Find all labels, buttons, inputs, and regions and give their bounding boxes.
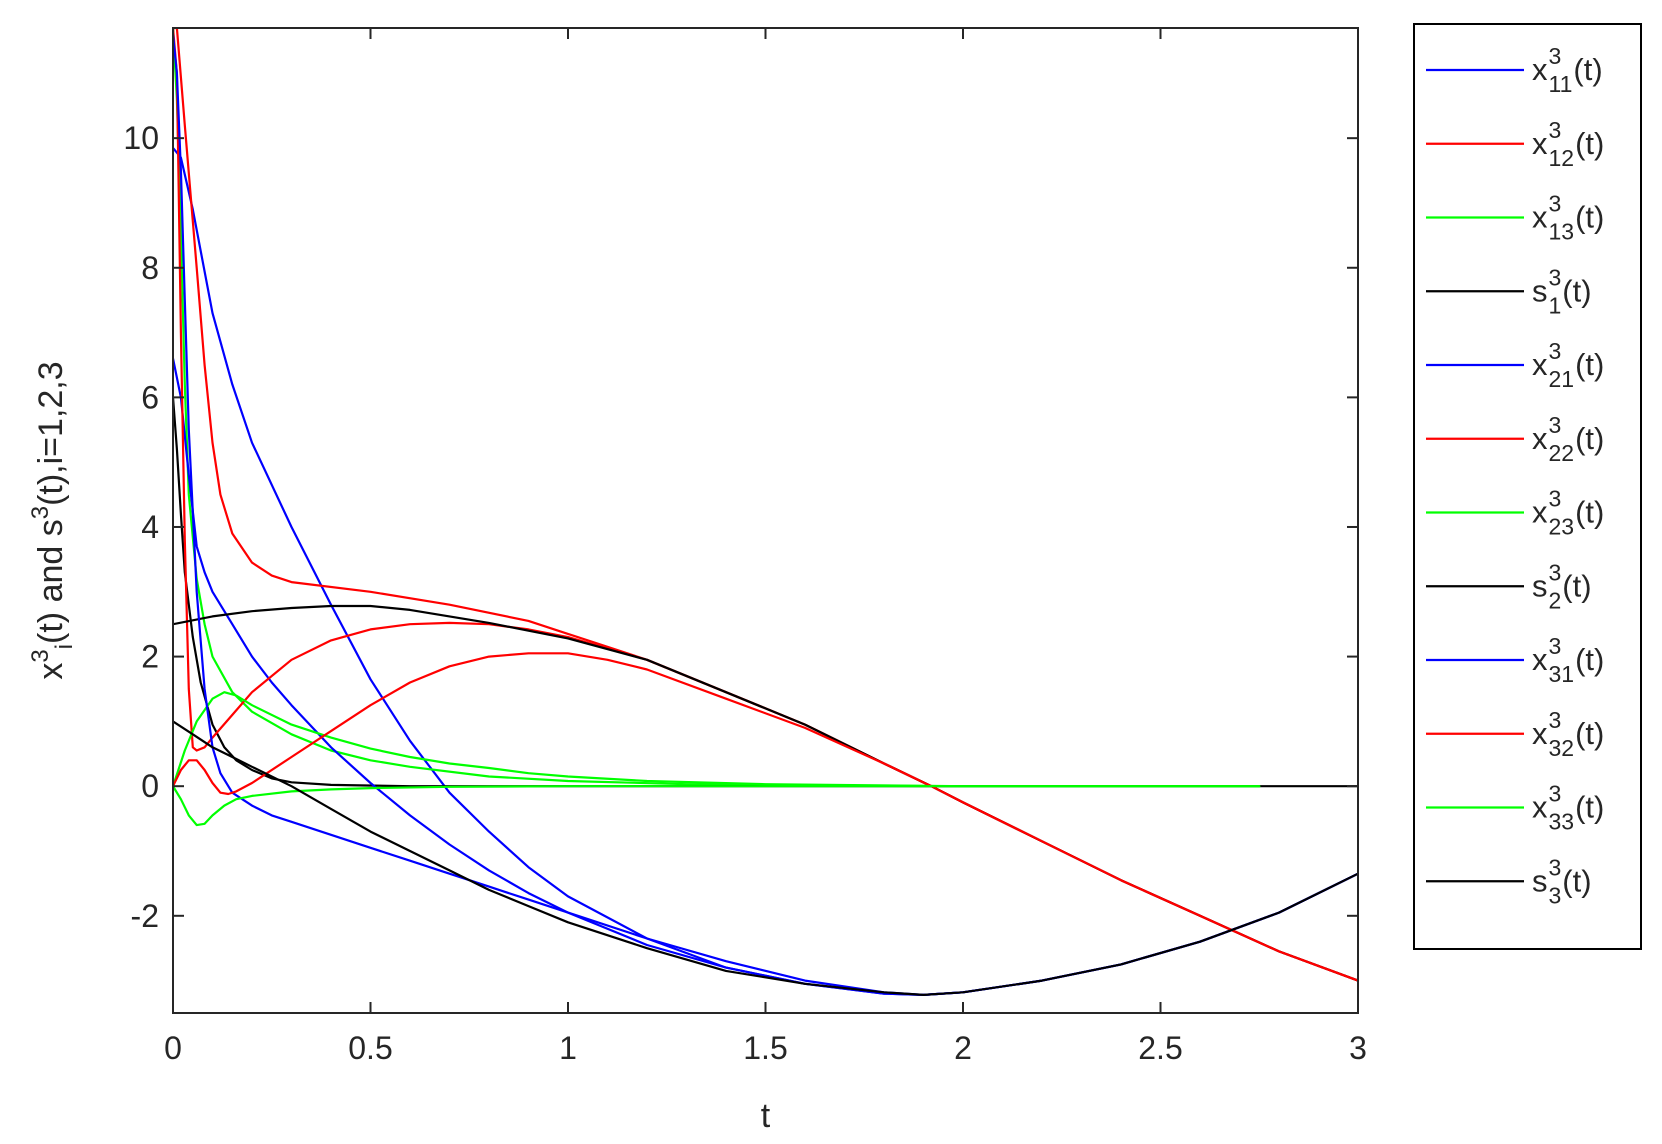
legend-label-sup: 3 [1549, 338, 1562, 364]
legend-label-sub: 2 [1549, 587, 1562, 613]
legend-label-sub: 33 [1549, 809, 1575, 835]
legend-label: x [1532, 52, 1548, 87]
series-line-x-33 [173, 785, 1261, 827]
legend-label-suffix: (t) [1575, 126, 1604, 161]
legend-label-suffix: (t) [1575, 200, 1604, 235]
legend-label: x [1532, 495, 1548, 530]
y-tick-label: 0 [141, 768, 159, 804]
legend-box [1413, 23, 1642, 950]
legend-item: x 312 (t) [1426, 117, 1604, 171]
legend-label-sub: 21 [1549, 366, 1575, 392]
y-label-part: (t) and s [32, 519, 70, 644]
legend-label-sup: 3 [1549, 559, 1562, 585]
y-tick-label: 8 [141, 250, 159, 286]
legend-item: x 323 (t) [1426, 486, 1604, 540]
legend-label: x [1532, 126, 1548, 161]
legend-label-sup: 3 [1549, 191, 1562, 217]
x-axis-label: t [761, 1097, 771, 1135]
legend-items: x 311 (t)x 312 (t)x 313 (t)s 31 (t)x 321 (t)x 322 (t… [1426, 43, 1604, 908]
legend-label-sub: 22 [1549, 440, 1575, 466]
legend-item: x 321 (t) [1426, 338, 1604, 392]
y-axis-label: x3i(t) and s3(t),i=1,2,3 [27, 361, 78, 679]
x-tick-label: 0.5 [348, 1030, 392, 1066]
legend-label: s [1532, 273, 1548, 308]
y-label-part: (t),i=1,2,3 [32, 361, 70, 506]
legend-label-suffix: (t) [1575, 421, 1604, 456]
legend-label-sub: 1 [1549, 292, 1562, 318]
plot-area: 0 0.5 1 1.5 2 2.5 3 -2 0 2 4 6 8 10 [123, 27, 1367, 1066]
legend-label-suffix: (t) [1575, 716, 1604, 751]
y-tick-label: 4 [141, 509, 159, 545]
y-tick-label: 2 [141, 639, 159, 675]
legend-item: x 313 (t) [1426, 191, 1604, 245]
x-tick-label: 2.5 [1138, 1030, 1182, 1066]
y-axis-ticks: -2 0 2 4 6 8 10 [123, 120, 1358, 934]
legend-label-suffix: (t) [1575, 347, 1604, 382]
legend-label: x [1532, 200, 1548, 235]
axes-box [172, 27, 1359, 1014]
legend-label-suffix: (t) [1575, 790, 1604, 825]
legend-label-sub: 32 [1549, 735, 1575, 761]
legend-item: s 31 (t) [1426, 264, 1592, 318]
x-tick-label: 2 [954, 1030, 972, 1066]
legend-label-sup: 3 [1549, 264, 1562, 290]
legend-label-sub: 23 [1549, 514, 1575, 540]
legend-item: x 333 (t) [1426, 781, 1604, 835]
legend-label-sup: 3 [1549, 781, 1562, 807]
legend-label-sub: 13 [1549, 219, 1575, 245]
legend-label: x [1532, 421, 1548, 456]
legend-label-suffix: (t) [1562, 568, 1591, 603]
legend-label-sub: 3 [1549, 882, 1562, 908]
x-axis-ticks: 0 0.5 1 1.5 2 2.5 3 [164, 28, 1367, 1066]
legend: x 311 (t)x 312 (t)x 313 (t)s 31 (t)x 321 (t)x 322 (t… [1413, 23, 1642, 950]
legend-label: x [1532, 790, 1548, 825]
legend-label-suffix: (t) [1575, 642, 1604, 677]
legend-label-sub: 31 [1549, 661, 1575, 687]
series-line-x-13 [173, 28, 1261, 788]
legend-label-suffix: (t) [1575, 495, 1604, 530]
legend-label-suffix: (t) [1562, 273, 1591, 308]
legend-label-sup: 3 [1549, 412, 1562, 438]
y-tick-label: -2 [131, 898, 159, 934]
legend-label: x [1532, 716, 1548, 751]
x-tick-label: 1 [559, 1030, 577, 1066]
legend-item: s 33 (t) [1426, 854, 1592, 908]
legend-label-sup: 3 [1549, 486, 1562, 512]
legend-item: x 322 (t) [1426, 412, 1604, 466]
y-label-part: x [32, 663, 70, 680]
y-tick-label: 10 [123, 120, 159, 156]
legend-label-sub: 12 [1549, 145, 1575, 171]
legend-label-sup: 3 [1549, 707, 1562, 733]
legend-item: x 311 (t) [1426, 43, 1603, 97]
legend-label-suffix: (t) [1573, 52, 1602, 87]
series-line-x-23 [173, 691, 1261, 788]
y-label-part: 3 [27, 649, 54, 662]
legend-label: s [1532, 863, 1548, 898]
legend-label-sup: 3 [1549, 633, 1562, 659]
legend-item: s 32 (t) [1426, 559, 1592, 613]
y-label-part: 3 [27, 506, 54, 519]
legend-label: x [1532, 347, 1548, 382]
legend-item: x 331 (t) [1426, 633, 1604, 687]
legend-label-sup: 3 [1549, 117, 1562, 143]
legend-label-sub: 11 [1549, 71, 1573, 97]
series-line-x-32 [173, 652, 1358, 982]
x-tick-label: 1.5 [743, 1030, 787, 1066]
series-layer [173, 28, 1358, 996]
y-tick-label: 6 [141, 379, 159, 415]
series-line-s-1 [173, 396, 1358, 788]
y-label-part: i [51, 644, 78, 649]
legend-label-sup: 3 [1549, 43, 1562, 69]
legend-label: s [1532, 568, 1548, 603]
legend-label: x [1532, 642, 1548, 677]
legend-label-sup: 3 [1549, 854, 1562, 880]
series-line-s-3 [173, 720, 1358, 996]
x-tick-label: 0 [164, 1030, 182, 1066]
legend-item: x 332 (t) [1426, 707, 1604, 761]
legend-label-suffix: (t) [1562, 863, 1591, 898]
x-tick-label: 3 [1349, 1030, 1367, 1066]
